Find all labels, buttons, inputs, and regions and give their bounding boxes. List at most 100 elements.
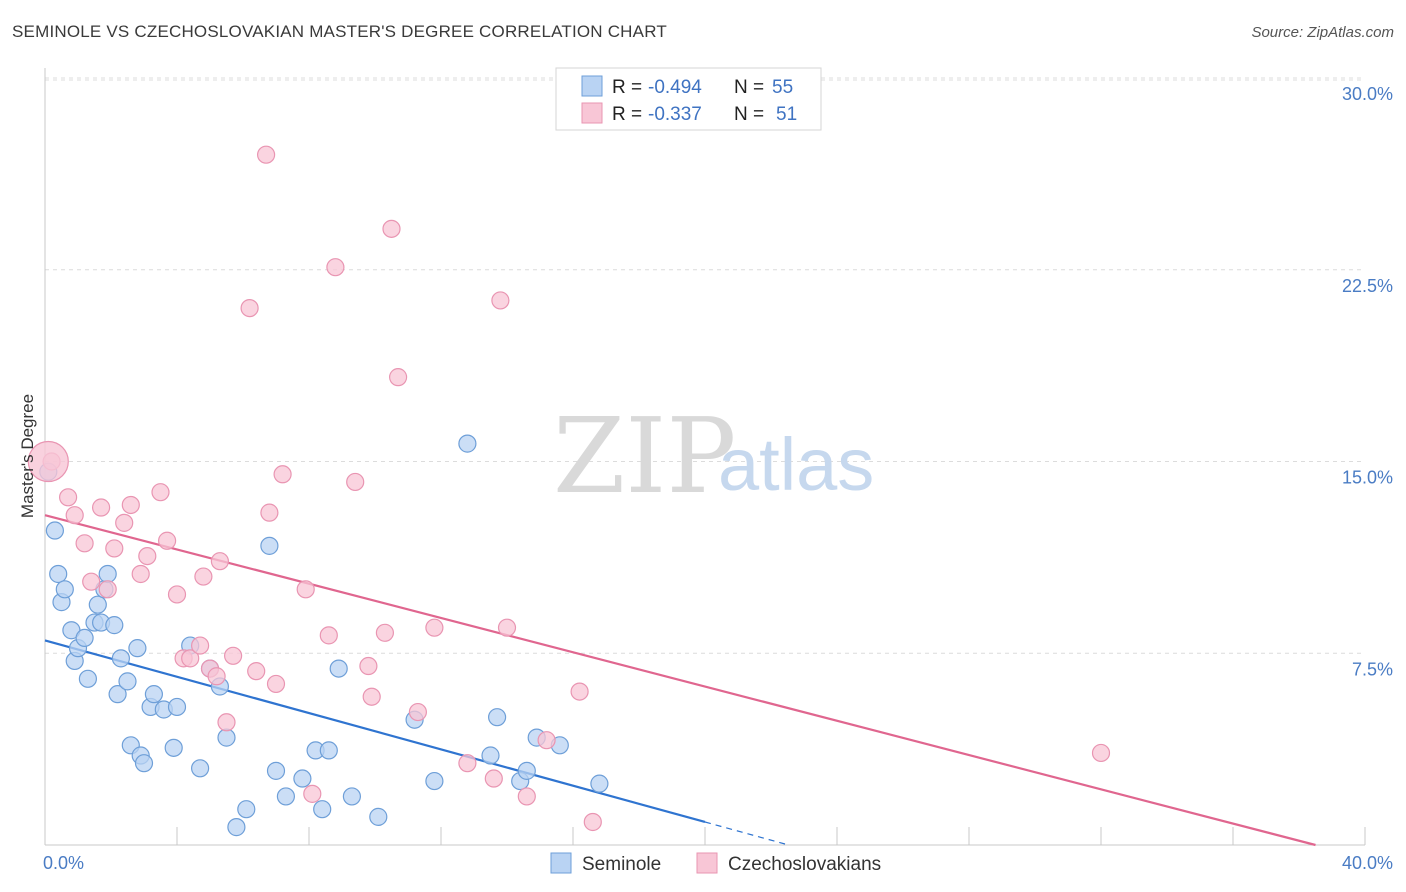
legend-n-value-seminole: 55 bbox=[772, 77, 793, 98]
point-seminole-48 bbox=[481, 746, 500, 765]
point-czech-42 bbox=[458, 754, 477, 773]
point-czech-49 bbox=[583, 812, 602, 832]
point-czech-2 bbox=[65, 506, 84, 525]
point-czech-14 bbox=[167, 585, 187, 604]
y-tick-label-0: 7.5% bbox=[1352, 659, 1393, 679]
point-czech-9 bbox=[121, 495, 140, 515]
point-seminole-1 bbox=[45, 521, 65, 540]
y-tick-label-2: 22.5% bbox=[1342, 276, 1393, 296]
trend-line-czech bbox=[44, 514, 1316, 847]
point-czech-36 bbox=[362, 687, 381, 706]
point-czech-22 bbox=[217, 713, 236, 732]
point-czech-30 bbox=[296, 580, 315, 599]
y-tick-label-1: 15.0% bbox=[1342, 468, 1393, 488]
point-czech-33 bbox=[326, 258, 345, 277]
bottom-legend-swatch-czech bbox=[696, 852, 718, 874]
point-czech-48 bbox=[570, 682, 589, 701]
point-czech-21 bbox=[210, 552, 229, 571]
point-seminole-51 bbox=[517, 761, 536, 780]
point-seminole-35 bbox=[260, 536, 279, 555]
point-seminole-32 bbox=[217, 728, 236, 747]
y-axis-title: Master's Degree bbox=[18, 394, 37, 518]
point-seminole-15 bbox=[105, 616, 124, 635]
point-czech-12 bbox=[151, 483, 170, 502]
legend-swatch-czech bbox=[581, 102, 603, 124]
point-czech-16 bbox=[181, 649, 200, 668]
point-seminole-14 bbox=[98, 564, 117, 584]
legend-box: R = -0.494 N = 55 R = -0.337 N = 51 bbox=[555, 67, 822, 131]
point-czech-24 bbox=[240, 299, 259, 318]
bottom-legend-label-czech: Czechoslovakians bbox=[728, 854, 881, 875]
point-seminole-9 bbox=[78, 669, 98, 688]
trend-lines bbox=[44, 514, 1316, 847]
point-czech-43 bbox=[484, 769, 503, 788]
point-czech-23 bbox=[224, 646, 243, 665]
point-czech-27 bbox=[260, 503, 279, 522]
point-czech-39 bbox=[382, 219, 401, 238]
point-czech-41 bbox=[425, 618, 444, 637]
point-czech-47 bbox=[537, 731, 556, 750]
point-seminole-18 bbox=[118, 672, 137, 691]
point-czech-10 bbox=[131, 564, 150, 584]
x-tick-label-max: 40.0% bbox=[1342, 853, 1393, 873]
point-czech-29 bbox=[273, 465, 292, 484]
point-czech-18 bbox=[194, 567, 213, 586]
point-czech-13 bbox=[158, 531, 177, 550]
legend-n-label-czech: N = bbox=[734, 104, 764, 125]
point-czech-8 bbox=[115, 513, 134, 532]
point-czech-35 bbox=[359, 656, 378, 676]
point-czech-31 bbox=[303, 784, 322, 803]
point-czech-40 bbox=[408, 702, 427, 722]
point-czech-5 bbox=[91, 498, 111, 517]
point-seminole-17 bbox=[111, 649, 131, 668]
legend-r-label-seminole: R = bbox=[612, 77, 642, 98]
legend-n-label-seminole: N = bbox=[734, 77, 764, 98]
bottom-legend-label-seminole: Seminole bbox=[582, 854, 661, 875]
point-seminole-33 bbox=[227, 818, 246, 837]
point-seminole-26 bbox=[164, 738, 183, 757]
point-czech-6 bbox=[98, 580, 117, 599]
point-seminole-36 bbox=[266, 761, 286, 780]
legend-r-label-czech: R = bbox=[612, 104, 642, 125]
point-czech-34 bbox=[346, 472, 365, 492]
point-czech-20 bbox=[207, 667, 226, 686]
point-seminole-27 bbox=[167, 697, 187, 717]
point-czech-17 bbox=[191, 636, 210, 655]
point-czech-38 bbox=[389, 368, 408, 387]
point-czech-7 bbox=[105, 539, 124, 558]
point-czech-44 bbox=[491, 291, 510, 310]
watermark-zip: ZIP bbox=[553, 395, 736, 517]
bottom-legend-swatch-seminole bbox=[550, 852, 572, 874]
point-czech-45 bbox=[497, 618, 517, 637]
point-seminole-24 bbox=[144, 685, 163, 704]
point-seminole-38 bbox=[293, 769, 312, 788]
y-tick-labels: 7.5% 15.0% 22.5% 30.0% bbox=[1342, 84, 1393, 679]
watermark-atlas: atlas bbox=[718, 423, 874, 506]
point-seminole-41 bbox=[319, 741, 338, 760]
point-czech-28 bbox=[266, 674, 286, 694]
point-seminole-46 bbox=[425, 771, 444, 791]
point-czech-37 bbox=[375, 623, 394, 642]
point-czech-3 bbox=[75, 534, 94, 553]
watermark: ZIP atlas bbox=[553, 395, 874, 517]
point-czech-26 bbox=[257, 145, 276, 164]
point-seminole-29 bbox=[191, 759, 210, 778]
point-seminole-22 bbox=[134, 754, 154, 773]
point-seminole-34 bbox=[237, 800, 256, 819]
point-seminole-4 bbox=[55, 580, 74, 599]
point-czech-4 bbox=[82, 572, 101, 591]
chart-title: SEMINOLE VS CZECHOSLOVAKIAN MASTER'S DEG… bbox=[12, 22, 667, 41]
legend-r-value-seminole: -0.494 bbox=[648, 77, 702, 98]
point-czech-11 bbox=[138, 546, 157, 566]
point-seminole-44 bbox=[369, 807, 388, 826]
point-czech-25 bbox=[247, 662, 266, 681]
point-czech-50 bbox=[1091, 743, 1111, 763]
point-czech-32 bbox=[319, 626, 338, 645]
point-seminole-47 bbox=[458, 434, 477, 453]
point-seminole-43 bbox=[342, 787, 361, 806]
legend-n-value-czech: 51 bbox=[776, 104, 797, 125]
point-seminole-37 bbox=[276, 787, 295, 806]
point-seminole-54 bbox=[590, 774, 609, 793]
point-seminole-49 bbox=[488, 708, 507, 727]
